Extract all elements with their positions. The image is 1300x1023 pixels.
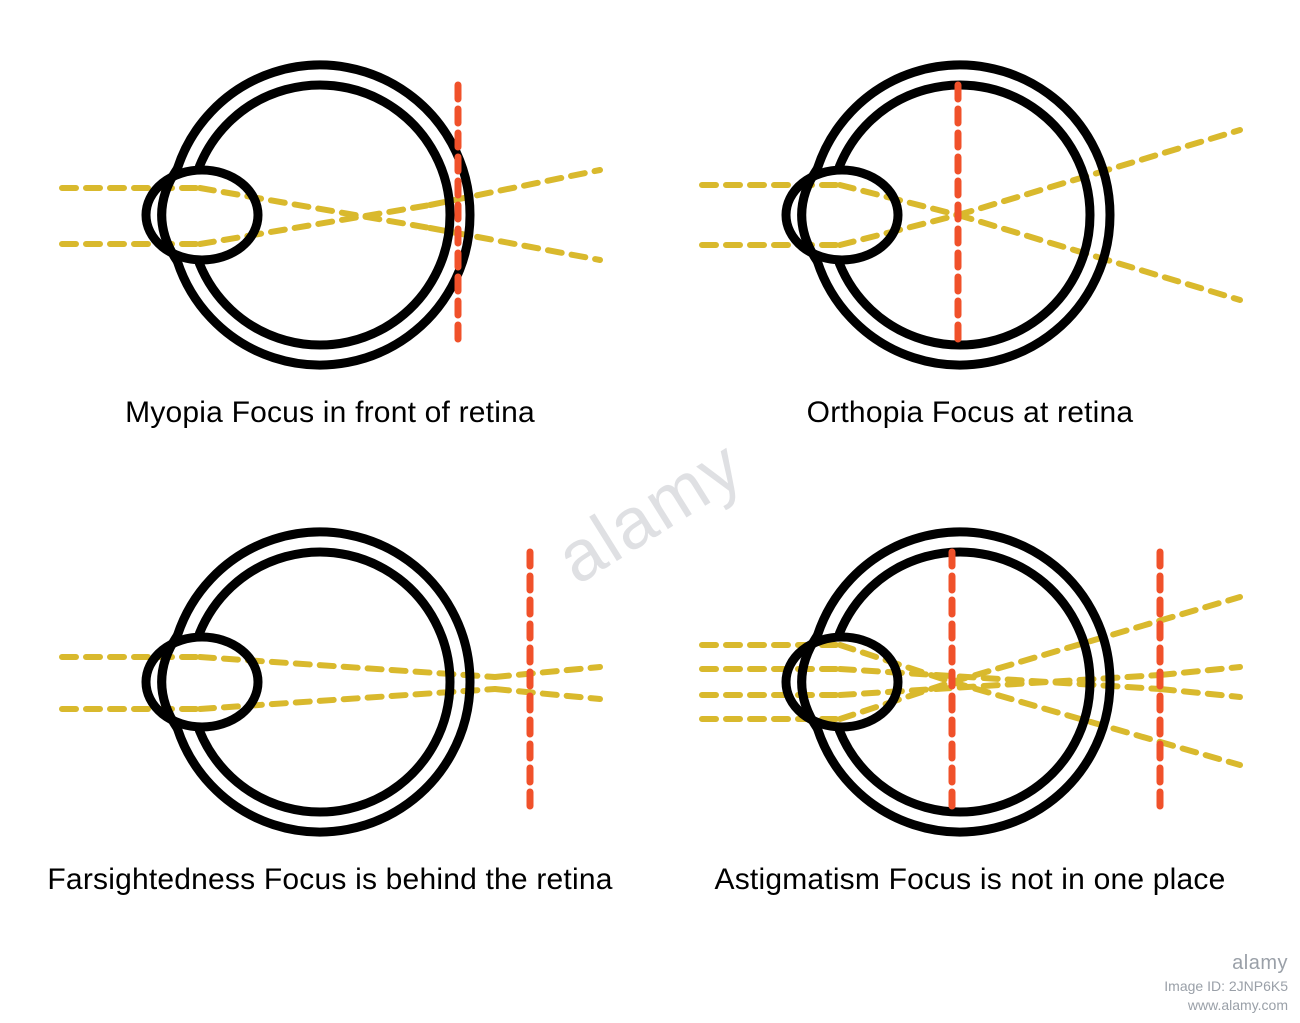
caption-myopia: Myopia Focus in front of retina (125, 396, 535, 430)
panel-farsighted: Farsightedness Focus is behind the retin… (10, 497, 650, 964)
eye-diagram-farsighted (50, 497, 610, 867)
eye-diagram-myopia (50, 30, 610, 400)
logo-text: alamy (1164, 950, 1288, 977)
panel-orthopia: Orthopia Focus at retina (650, 30, 1290, 497)
eye-icon (146, 532, 470, 832)
corner-credit: alamy Image ID: 2JNP6K5 www.alamy.com (1164, 950, 1288, 1015)
caption-orthopia: Orthopia Focus at retina (807, 396, 1134, 430)
diagram-grid: Myopia Focus in front of retina Orthopia… (0, 0, 1300, 1023)
caption-astigmatism: Astigmatism Focus is not in one place (715, 863, 1226, 897)
eye-icon (786, 65, 1110, 365)
panel-astigmatism: Astigmatism Focus is not in one place (650, 497, 1290, 964)
logo-a: alamy (1232, 952, 1288, 974)
eye-icon (146, 65, 470, 365)
eye-diagram-orthopia (690, 30, 1250, 400)
image-id: Image ID: 2JNP6K5 (1164, 977, 1288, 996)
site-url: www.alamy.com (1164, 996, 1288, 1015)
caption-farsighted: Farsightedness Focus is behind the retin… (47, 863, 612, 897)
panel-myopia: Myopia Focus in front of retina (10, 30, 650, 497)
eye-diagram-astigmatism (690, 497, 1250, 867)
